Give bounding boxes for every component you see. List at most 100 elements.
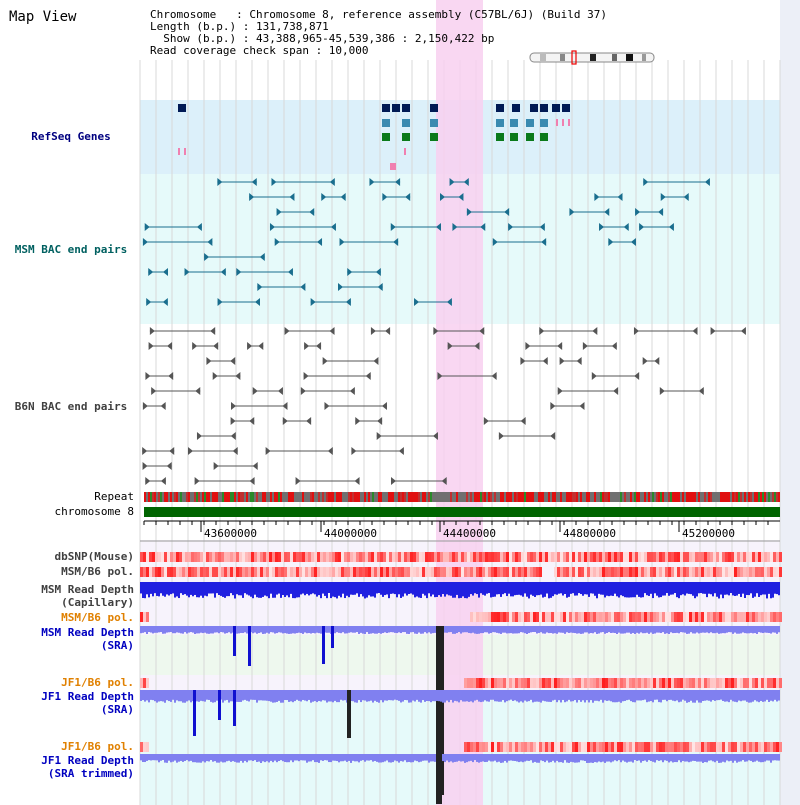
depth-bar	[356, 690, 358, 703]
depth-bar	[674, 626, 676, 634]
depth-bar	[426, 754, 428, 761]
depth-bar	[574, 582, 576, 596]
depth-bar	[676, 690, 678, 701]
depth-bar	[652, 582, 654, 599]
track-label-jf1-depth-trimmed[interactable]: JF1 Read Depth (SRA trimmed)	[0, 754, 134, 780]
depth-bar	[522, 626, 524, 633]
depth-bar	[170, 690, 172, 702]
depth-bar	[196, 626, 198, 634]
depth-bar	[146, 582, 148, 595]
heat-cell	[527, 612, 530, 622]
track-label-dbsnp[interactable]: dbSNP(Mouse)	[54, 550, 134, 563]
depth-bar	[684, 754, 686, 762]
depth-bar	[174, 582, 176, 598]
heat-cell	[452, 552, 455, 562]
depth-bar	[738, 582, 740, 594]
heat-cell	[740, 678, 743, 688]
heat-cell	[500, 612, 503, 622]
heat-cell	[251, 552, 254, 562]
heat-cell	[737, 678, 740, 688]
depth-bar	[672, 626, 674, 634]
depth-bar	[616, 690, 618, 703]
heat-cell	[395, 567, 398, 577]
depth-bar	[198, 754, 200, 763]
depth-bar	[390, 690, 392, 701]
heat-cell	[290, 567, 293, 577]
depth-bar	[336, 582, 338, 599]
repeat-segment	[490, 492, 492, 502]
heat-cell	[188, 552, 191, 562]
depth-bar	[448, 690, 450, 703]
depth-bar	[322, 754, 324, 761]
heat-cell	[572, 612, 575, 622]
depth-bar	[762, 690, 764, 702]
depth-bar	[196, 582, 198, 598]
depth-bar	[558, 754, 560, 763]
depth-bar	[378, 754, 380, 763]
repeat-segment	[392, 492, 394, 502]
heat-cell	[755, 567, 758, 577]
heat-cell	[284, 567, 287, 577]
depth-bar	[318, 582, 320, 596]
depth-bar	[358, 754, 360, 763]
heat-cell	[680, 742, 683, 752]
depth-bar	[498, 626, 500, 634]
repeat-segment	[402, 492, 404, 502]
jf1-b6-pol-heatmap-1	[140, 678, 782, 688]
track-label-msm-b6-pol-2[interactable]: MSM/B6 pol.	[61, 611, 134, 624]
depth-bar	[478, 626, 480, 634]
depth-bar	[530, 626, 532, 633]
depth-bar	[756, 754, 758, 761]
heat-cell	[614, 612, 617, 622]
depth-bar	[334, 582, 336, 598]
heat-cell	[617, 678, 620, 688]
depth-bar	[416, 754, 418, 762]
heat-cell	[347, 567, 350, 577]
track-label-msm-bac[interactable]: MSM BAC end pairs	[14, 243, 128, 256]
depth-bar	[222, 754, 224, 763]
depth-bar	[156, 690, 158, 703]
depth-bar	[356, 626, 358, 633]
depth-bar	[376, 754, 378, 762]
depth-bar	[606, 754, 608, 762]
gene-marker	[540, 133, 548, 141]
track-label-jf1-b6-pol-2[interactable]: JF1/B6 pol.	[61, 740, 134, 753]
heat-cell	[629, 552, 632, 562]
depth-bar	[614, 754, 616, 761]
track-label-jf1-depth-sra[interactable]: JF1 Read Depth (SRA)	[0, 690, 134, 716]
depth-bar	[232, 582, 234, 596]
depth-bar	[482, 582, 484, 595]
heat-cell	[587, 567, 590, 577]
track-label-msm-depth-sra[interactable]: MSM Read Depth (SRA)	[0, 626, 134, 652]
depth-bar	[162, 582, 164, 596]
heat-cell	[491, 742, 494, 752]
track-label-refseq[interactable]: RefSeq Genes	[31, 130, 111, 143]
depth-bar	[332, 754, 334, 761]
bac-end-marker	[658, 208, 664, 216]
depth-bar	[332, 582, 334, 597]
depth-bar	[448, 754, 450, 763]
track-label-msm-b6-pol-1[interactable]: MSM/B6 pol.	[61, 565, 134, 578]
depth-bar	[562, 690, 564, 700]
heat-cell	[692, 742, 695, 752]
repeat-segment	[400, 492, 402, 502]
depth-bar	[296, 754, 298, 761]
heat-cell	[563, 678, 566, 688]
track-label-msm-depth-capillary[interactable]: MSM Read Depth (Capillary)	[0, 583, 134, 609]
heat-cell	[683, 742, 686, 752]
heat-cell	[512, 678, 515, 688]
heat-cell	[641, 612, 644, 622]
heat-cell	[722, 678, 725, 688]
heat-cell	[350, 552, 353, 562]
depth-bar	[460, 582, 462, 598]
depth-bar	[456, 690, 458, 702]
heat-cell	[527, 552, 530, 562]
track-label-jf1-b6-pol-1[interactable]: JF1/B6 pol.	[61, 676, 134, 689]
depth-bar	[300, 754, 302, 761]
bac-end-marker	[639, 223, 645, 231]
depth-bar	[404, 626, 406, 633]
track-label-b6n-bac[interactable]: B6N BAC end pairs	[14, 400, 128, 413]
depth-spike	[193, 690, 196, 736]
bac-end-marker	[377, 283, 383, 291]
heat-cell	[458, 567, 461, 577]
